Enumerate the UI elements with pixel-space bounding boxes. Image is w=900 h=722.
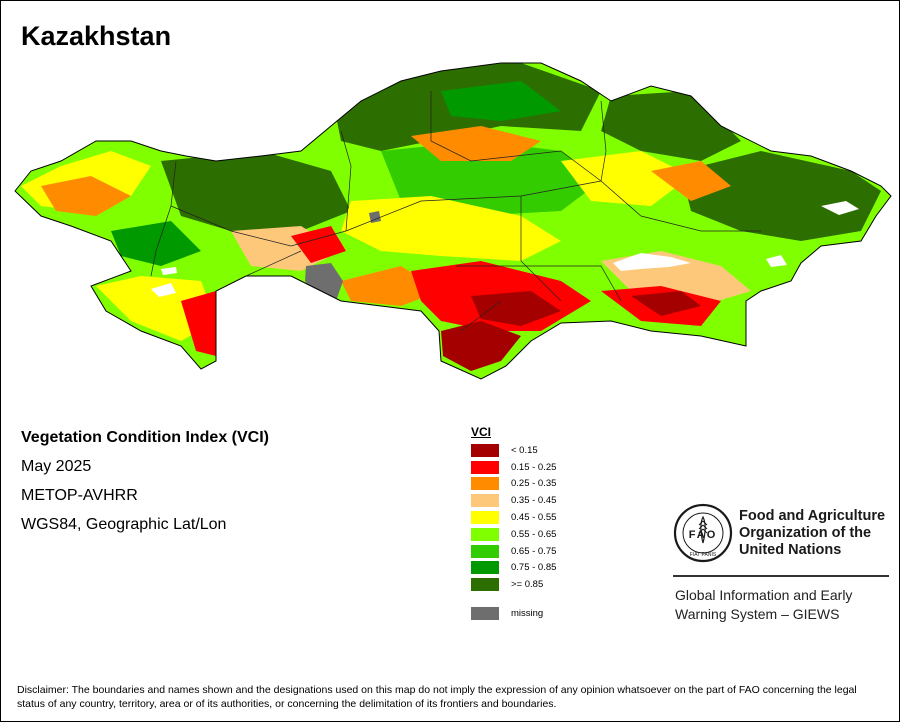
vci-patch-east-orange <box>651 161 731 201</box>
vci-patch-center-west <box>161 151 351 231</box>
vci-patch-missing-small <box>369 211 381 223</box>
legend-label: 0.25 - 0.35 <box>511 478 557 490</box>
lake-alakol <box>766 255 787 267</box>
legend-label: 0.75 - 0.85 <box>511 562 557 574</box>
giews-line: Warning System – GIEWS <box>675 606 840 622</box>
legend-item: 0.55 - 0.65 <box>471 526 556 543</box>
legend-item: < 0.15 <box>471 442 556 459</box>
legend-label: 0.15 - 0.25 <box>511 461 557 473</box>
projection-label: WGS84, Geographic Lat/Lon <box>21 516 227 533</box>
lake-west <box>151 283 176 297</box>
legend-item: >= 0.85 <box>471 576 556 593</box>
fao-logo-icon: FAO FIAT PANIS <box>673 503 733 563</box>
fao-name-line: Organization of the <box>739 525 872 541</box>
disclaimer: Disclaimer: The boundaries and names sho… <box>17 684 857 710</box>
vci-legend: VCI < 0.15 0.15 - 0.25 0.25 - 0.35 0.35 … <box>471 425 556 622</box>
legend-label: 0.65 - 0.75 <box>511 545 557 557</box>
legend-swatch <box>471 443 499 457</box>
vci-patch-south-darkred <box>441 321 521 371</box>
fao-name-line: United Nations <box>739 542 842 558</box>
period-label: May 2025 <box>21 458 92 475</box>
vci-patch-central-red <box>291 226 346 263</box>
divider <box>673 575 889 577</box>
legend-swatch <box>471 494 499 508</box>
legend-label: < 0.15 <box>511 444 538 456</box>
legend-swatch <box>471 477 499 491</box>
legend-swatch <box>471 561 499 575</box>
vci-patch-northwest-orange <box>41 176 131 216</box>
lake-zaysan <box>821 201 859 215</box>
map-title: Kazakhstan <box>21 21 172 51</box>
legend-label: 0.35 - 0.45 <box>511 495 557 507</box>
legend-title: VCI <box>471 425 492 439</box>
vci-patch-west-dark <box>111 221 201 266</box>
legend-swatch <box>471 544 499 558</box>
legend-item: 0.15 - 0.25 <box>471 459 556 476</box>
legend-item: 0.45 - 0.55 <box>471 509 556 526</box>
vci-patch-southwest-yellow <box>96 276 216 341</box>
sensor-label: METOP-AVHRR <box>21 487 138 504</box>
lake-small <box>161 267 177 275</box>
legend-item: 0.75 - 0.85 <box>471 560 556 577</box>
fao-logo-motto: FIAT PANIS <box>690 552 717 558</box>
legend-swatch <box>471 527 499 541</box>
map-info: Vegetation Condition Index (VCI) May 202… <box>21 429 269 545</box>
fao-organization-name: Food and Agriculture Organization of the… <box>739 508 885 559</box>
legend-label: missing <box>511 608 544 620</box>
legend-swatch <box>471 607 499 621</box>
vci-patch-southcentral-darkred <box>471 291 561 326</box>
vci-map <box>14 62 892 380</box>
legend-label: >= 0.85 <box>511 579 544 591</box>
legend-swatch <box>471 511 499 525</box>
vci-patch-central-yellow <box>341 196 561 261</box>
legend-item: 0.65 - 0.75 <box>471 543 556 560</box>
vci-patch-east-darkred <box>631 291 701 316</box>
vci-patch-northern-green <box>441 81 561 121</box>
legend-label: 0.55 - 0.65 <box>511 528 557 540</box>
legend-item: 0.25 - 0.35 <box>471 476 556 493</box>
legend-item-missing: missing <box>471 605 556 622</box>
fao-name-line: Food and Agriculture <box>739 508 886 524</box>
admin-boundaries <box>150 91 761 332</box>
giews-name: Global Information and Early Warning Sys… <box>675 586 889 624</box>
giews-line: Global Information and Early <box>675 587 853 603</box>
vci-patch-east <box>681 151 881 241</box>
legend-label: 0.45 - 0.55 <box>511 512 557 524</box>
legend-swatch <box>471 578 499 592</box>
lake-balkhash <box>613 253 691 271</box>
vci-patch-east-yellow <box>561 151 691 206</box>
index-name: Vegetation Condition Index (VCI) <box>21 429 269 446</box>
fao-logo-letters: FAO <box>689 529 718 541</box>
legend-item: 0.35 - 0.45 <box>471 492 556 509</box>
legend-swatch <box>471 460 499 474</box>
vci-patch-west-red <box>181 291 216 356</box>
vci-patch-north-orange <box>411 126 541 161</box>
kazakhstan-outline <box>14 62 892 380</box>
